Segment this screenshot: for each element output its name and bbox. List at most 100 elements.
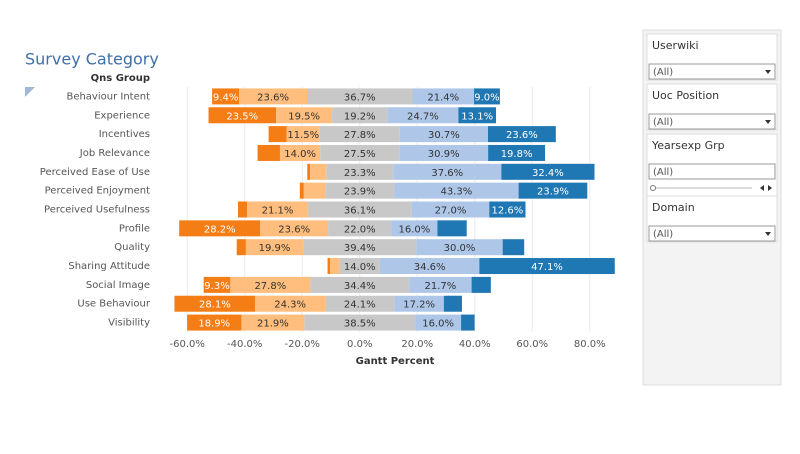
x-tick-label: 40.0% [459,339,491,350]
bar-segment [247,201,308,218]
data-label: 19.5% [288,111,320,122]
data-label: 27.8% [254,281,286,292]
data-label: 24.1% [344,300,376,311]
data-label: 19.2% [344,111,376,122]
bar-segment [332,107,388,124]
filter-value: (All) [653,229,673,240]
bar-segment [391,220,438,237]
filter-control[interactable] [648,225,776,242]
data-label: 9.3% [204,281,229,292]
dropdown-arrow[interactable] [765,70,771,74]
bar-segment [307,163,311,180]
bar-segment [310,163,327,180]
bar-segment [325,295,395,312]
slider-prev[interactable] [760,185,764,191]
data-label: 21.9% [257,319,289,330]
data-label: 21.4% [427,92,459,103]
data-label: 18.9% [198,319,230,330]
y-tick-label: Visibility [108,318,150,329]
filter-control[interactable] [648,163,776,180]
bar-segment [471,276,491,293]
bar-segment [286,126,320,143]
bar-segment [387,107,459,124]
y-tick-label: Perceived Usefulness [44,205,150,216]
dropdown-arrow[interactable] [765,120,771,124]
bar-segment [501,163,595,180]
bar-segment [245,239,304,256]
bar-segment [174,295,256,312]
data-label: 27.8% [344,130,376,141]
dropdown-arrow[interactable] [765,232,771,236]
bar-segment [487,126,556,143]
x-tick-label: -60.0% [170,339,205,350]
bar-segment [276,107,333,124]
bar-segment [489,201,526,218]
data-label: 11.5% [287,130,319,141]
x-tick-label: 0.0% [347,339,372,350]
bar-segment [474,88,500,105]
data-label: 19.8% [501,149,533,160]
bar-segment [393,163,502,180]
slider-next[interactable] [768,185,772,191]
data-label: 21.1% [262,206,294,217]
data-label: 16.0% [398,224,430,235]
bar-segment [260,220,329,237]
bar-segment [325,182,395,199]
bar-segment [255,295,326,312]
bar-segment [303,182,326,199]
bar-segment [411,201,490,218]
bar-segment [327,258,331,275]
data-label: 39.4% [344,243,376,254]
filter-value: (All) [653,117,673,128]
data-label: 24.7% [407,111,439,122]
x-tick-label: 20.0% [401,339,433,350]
x-tick-label: -40.0% [227,339,262,350]
slider-handle[interactable] [650,185,656,191]
bar-segment [394,182,519,199]
y-tick-label: Social Image [86,280,150,291]
data-label: 32.4% [532,168,564,179]
bar-segment [416,239,503,256]
bar-segment [437,220,467,237]
data-label: 14.0% [344,262,376,273]
bar-segment [310,276,410,293]
bar-segment [307,201,412,218]
bar-segment [212,88,240,105]
chart-title: Survey Category [25,50,159,69]
data-label: 23.9% [537,187,569,198]
filter-value: (All) [653,167,673,178]
bar-segment [330,258,340,275]
data-label: 21.7% [425,281,457,292]
bar-segment [379,258,480,275]
filter-control[interactable] [648,113,776,130]
data-label: 23.3% [344,168,376,179]
bar-segment [230,276,311,293]
data-label: 47.1% [531,262,563,273]
data-label: 9.0% [474,92,499,103]
data-label: 23.6% [278,224,310,235]
data-label: 36.1% [344,206,376,217]
y-header: Qns Group [91,73,150,84]
y-tick-label: Job Relevance [79,148,150,159]
bar-segment [304,314,416,331]
filter-control[interactable] [648,63,776,80]
data-label: 23.6% [506,130,538,141]
data-label: 24.3% [274,300,306,311]
bar-segment [320,144,400,161]
x-tick-label: 60.0% [516,339,548,350]
data-label: 14.0% [284,149,316,160]
y-tick-label: Perceived Enjoyment [45,186,150,197]
bar-segment [179,220,261,237]
y-tick-label: Use Behaviour [77,299,150,310]
bar-segment [409,276,472,293]
bar-segment [328,220,392,237]
bar-segment [461,314,475,331]
data-label: 34.4% [344,281,376,292]
bar-segment [303,239,417,256]
bar-segment [208,107,277,124]
bar-segment [319,126,400,143]
bar-segment [257,144,280,161]
data-label: 27.0% [435,206,467,217]
data-label: 38.5% [344,319,376,330]
data-label: 19.9% [259,243,291,254]
